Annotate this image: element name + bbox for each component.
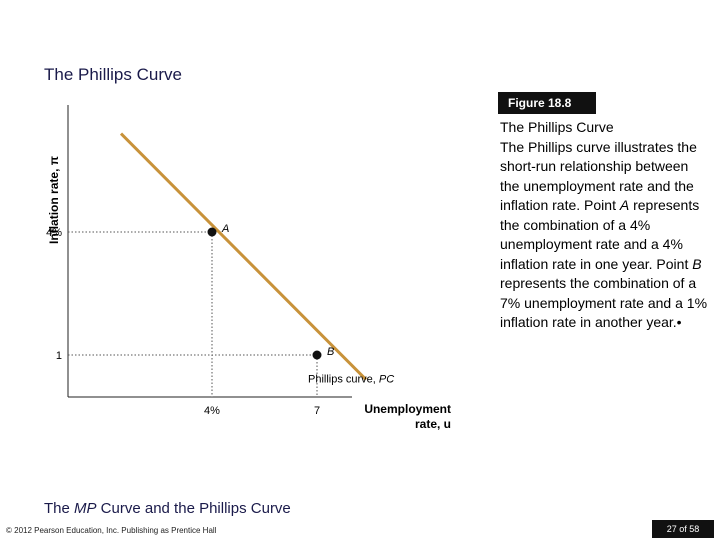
caption-title: The Phillips Curve — [500, 119, 614, 135]
page-number: 27 of 58 — [652, 520, 714, 538]
footer-title: The MP Curve and the Phillips Curve — [44, 500, 291, 517]
point-B — [312, 350, 322, 360]
phillips-curve-line — [119, 132, 368, 381]
copyright: © 2012 Pearson Education, Inc. Publishin… — [6, 526, 217, 535]
caption-text: represents the combination of a 4% unemp… — [500, 197, 700, 272]
curve-label: Phillips curve, PC — [308, 374, 394, 386]
caption-bullet: • — [676, 314, 682, 330]
figure-caption: The Phillips Curve The Phillips curve il… — [500, 118, 710, 333]
x-tick-label: 7 — [314, 405, 320, 417]
x-axis-label-line2: rate, u — [415, 417, 451, 431]
caption-text: The Phillips curve illustrates the short… — [500, 138, 697, 214]
caption-point-name: B — [692, 255, 702, 272]
x-tick-label: 4% — [204, 405, 220, 417]
point-A — [207, 227, 217, 237]
caption-text: represents the combination of a 7% unemp… — [500, 275, 708, 330]
caption-body: The Phillips curve illustrates the short… — [500, 139, 707, 331]
y-axis-label: Inflation rate, π — [47, 156, 61, 244]
point-label-B: B — [327, 346, 334, 358]
x-axis-label-line1: Unemployment — [364, 402, 451, 416]
y-tick-label: 1 — [56, 350, 62, 362]
figure-badge: Figure 18.8 — [498, 92, 596, 114]
footer-title-mp: MP — [74, 500, 97, 517]
point-label-A: A — [221, 223, 229, 235]
slide-title: The Phillips Curve — [44, 65, 182, 84]
caption-point-name: A — [619, 197, 630, 213]
y-tick-label: 4% — [46, 227, 62, 239]
